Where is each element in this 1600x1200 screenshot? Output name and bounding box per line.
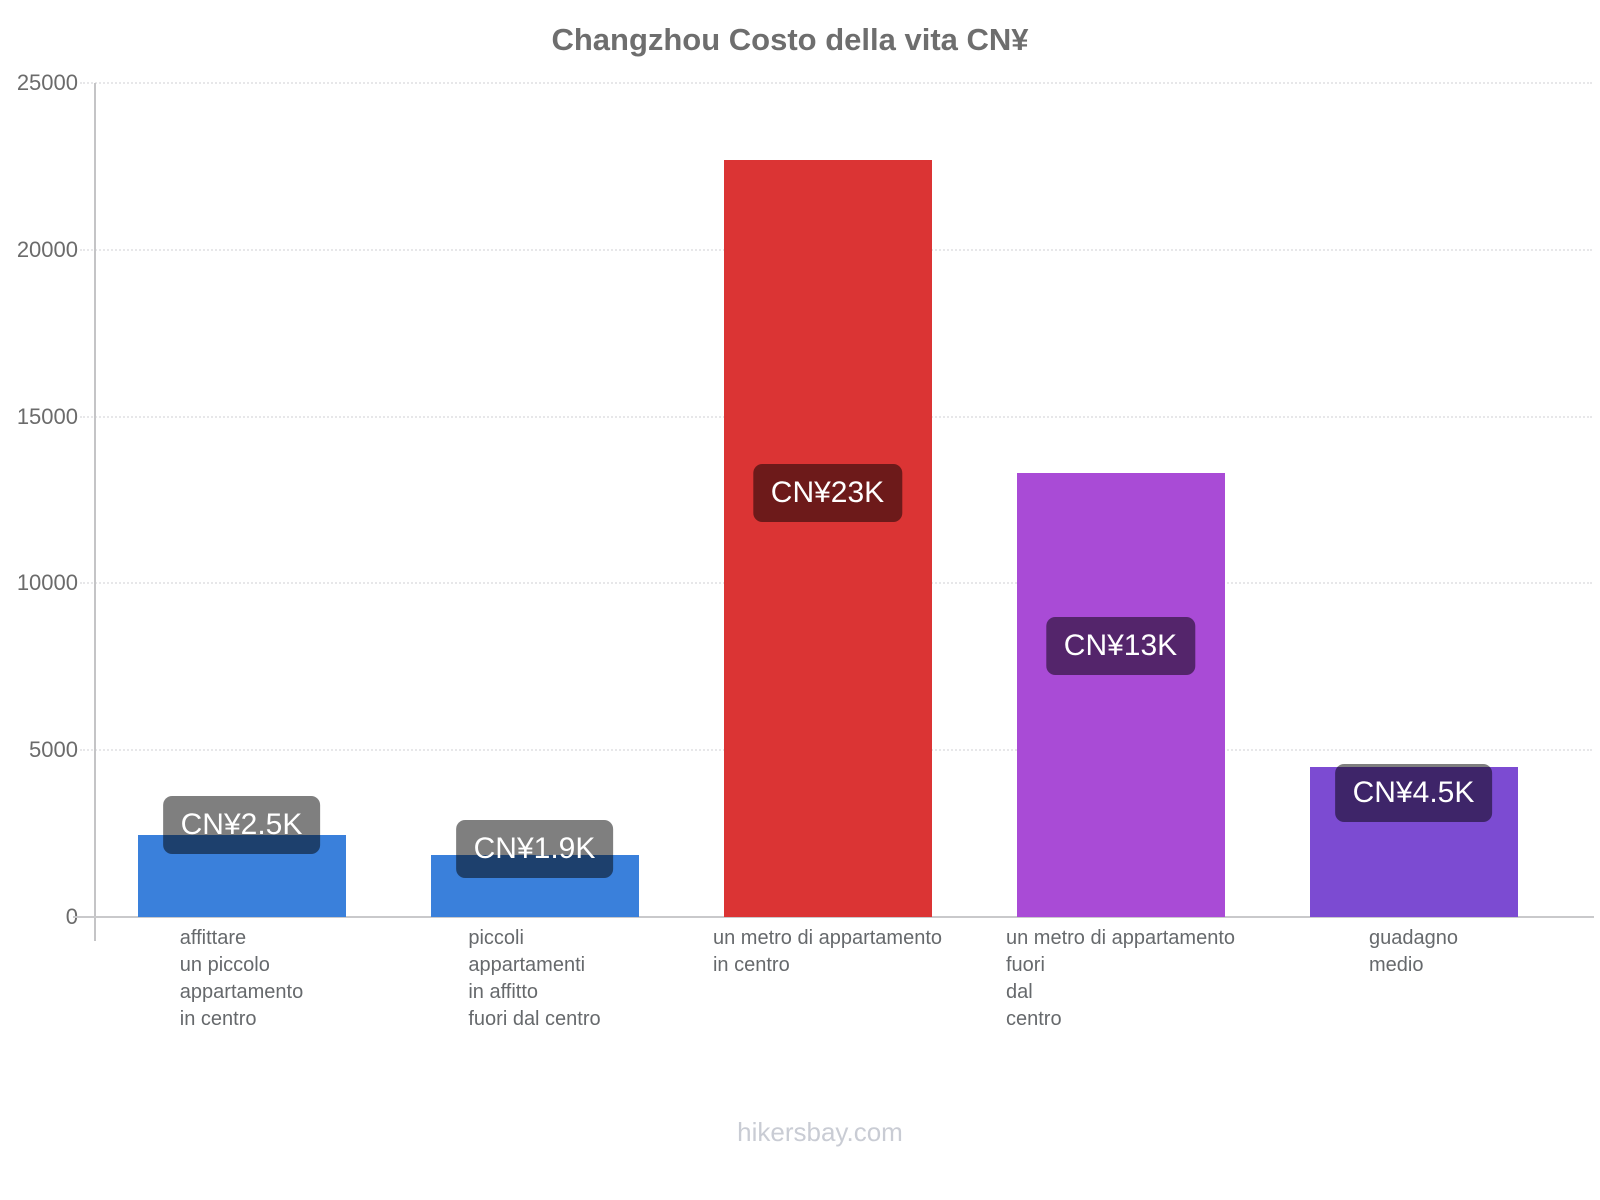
x-axis-category-line: dal [1005,981,1033,1003]
x-axis-category-line: fuori dal centro [468,1008,601,1030]
y-axis-tick-label: 0 [65,904,78,929]
y-axis-tick-label: 20000 [16,236,78,262]
bar-value-badge: CN¥2.5K [162,796,321,854]
x-axis-category-line: un metro di appartamento [1005,927,1236,949]
x-axis-category-line: appartamenti [468,954,586,976]
bar-value-badge: CN¥23K [752,464,903,522]
y-axis-tick-label: 10000 [16,570,78,596]
x-axis-category-label: piccoli appartamenti in affitto fuori dal c… [468,925,600,1033]
x-axis-category-line: in centro [179,1008,257,1030]
x-axis-category-label: guadagno medio [1369,925,1458,979]
x-axis-category-line: fuori [1005,954,1045,976]
x-axis-category-line: un piccolo [179,954,270,976]
x-axis-category-line: appartamento [179,981,304,1003]
x-axis-category-line: centro [1005,1008,1062,1030]
bar-value-badge: CN¥4.5K [1334,764,1493,822]
y-axis-line [94,83,96,941]
x-axis-category-line: medio [1369,954,1424,976]
x-axis-category-line: un metro di appartamento [712,927,943,949]
x-axis-category-line: in affitto [468,981,539,1003]
x-axis-category-line: affittare [179,927,247,949]
y-axis-tick-label: 15000 [16,403,78,429]
x-axis-category-line: guadagno [1369,927,1458,949]
gridline-25000 [80,82,1592,84]
watermark: hikersbay.com [737,1117,903,1147]
bar-value-badge: CN¥1.9K [455,820,614,878]
x-axis-line [73,916,1594,918]
x-axis-category-label: un metro di appartamento fuori dal centro [1006,925,1235,1033]
x-axis-category-label: affittare un piccolo appartamento in centro [180,925,303,1033]
x-axis-category-label: un metro di appartamento in centro [713,925,942,979]
bar-value-badge: CN¥13K [1045,617,1196,675]
x-axis-category-line: in centro [712,954,790,976]
chart-title: Changzhou Costo della vita CN¥ [551,22,1029,57]
bar-3 [1016,473,1225,917]
y-axis-tick-label: 25000 [16,70,78,95]
y-axis-tick-label: 5000 [29,737,78,763]
x-axis-category-line: piccoli [468,927,524,949]
bar-2 [723,160,932,917]
